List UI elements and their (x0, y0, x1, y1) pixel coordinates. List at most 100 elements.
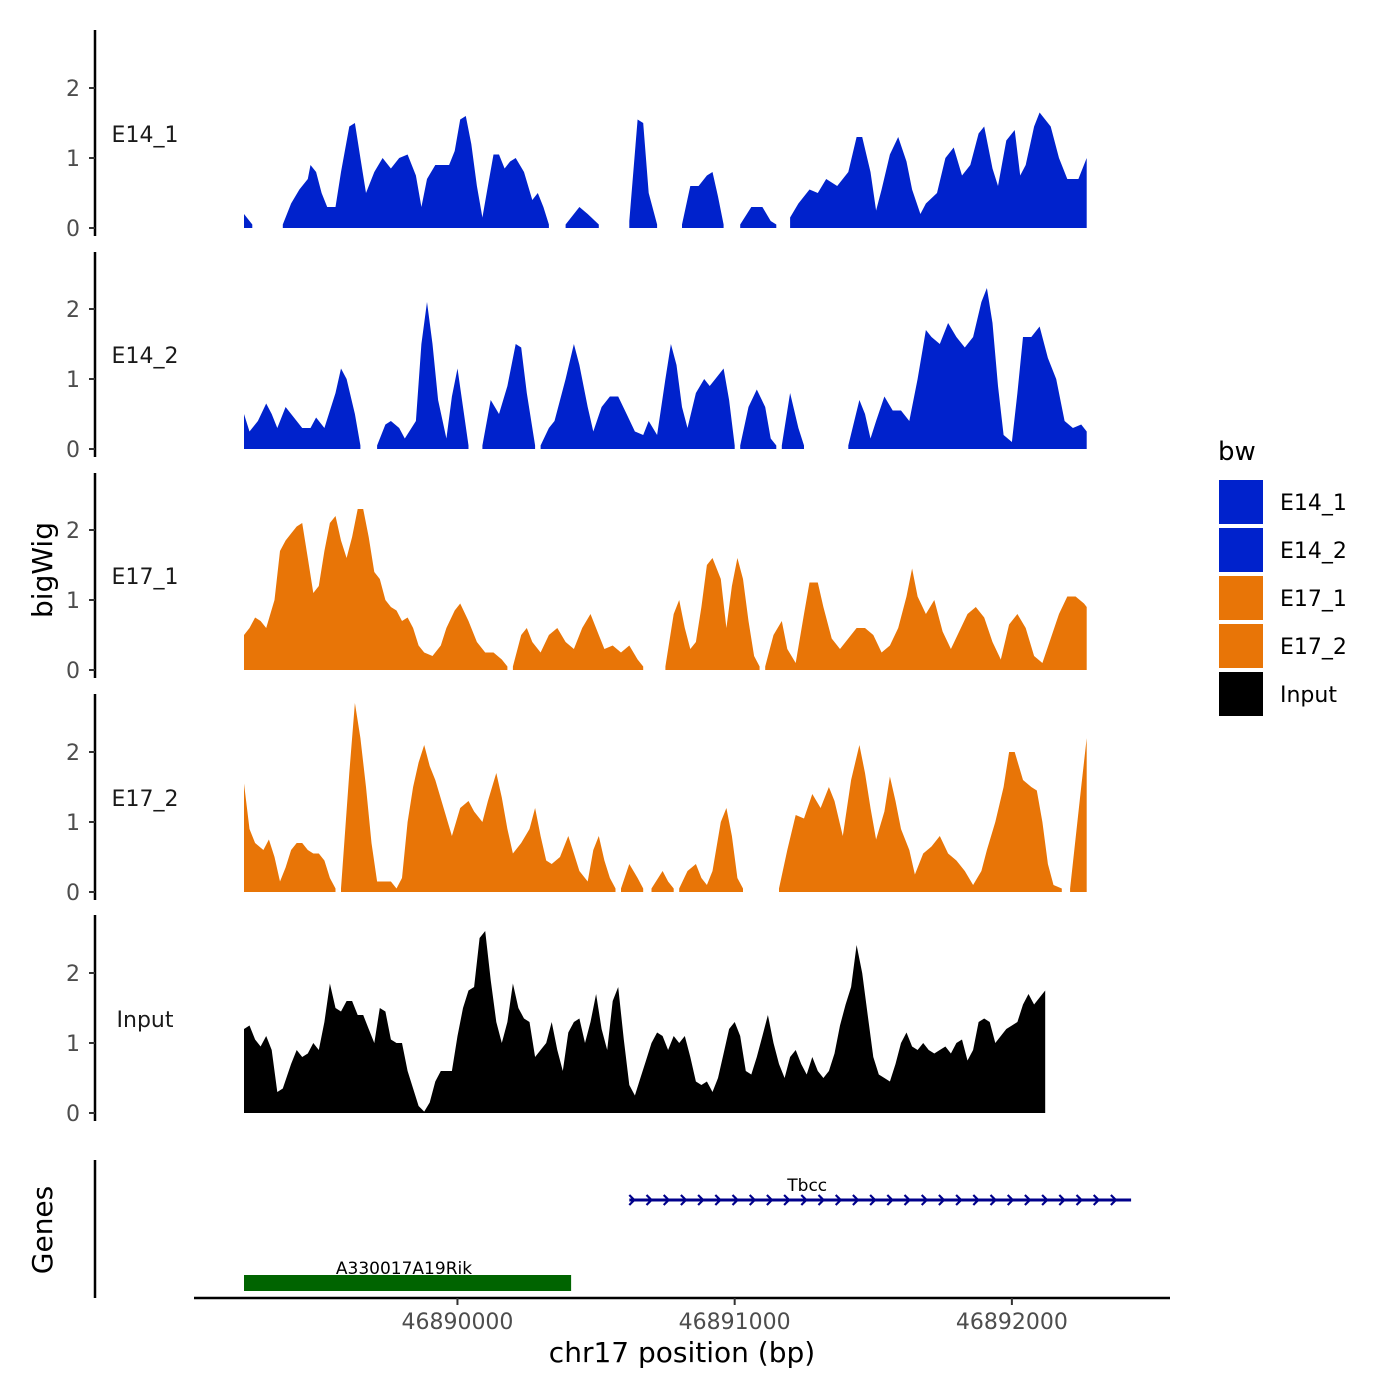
y-axis-title: bigWig (26, 522, 59, 618)
area-E14_2 (482, 344, 536, 449)
strand-arrow (1041, 1194, 1049, 1206)
legend-entry-E14_2: E14_2 (1219, 528, 1347, 572)
track-E14_1: 0 1 2 E14_1 (66, 30, 1087, 242)
track-label: Input (117, 1008, 174, 1033)
y-tick-label: 2 (66, 298, 80, 323)
strand-arrow (1058, 1194, 1066, 1206)
track-label: E14_1 (112, 123, 179, 148)
strand-arrow (920, 1194, 929, 1206)
strand-arrow (1092, 1194, 1101, 1206)
strand-arrow (972, 1194, 980, 1206)
area-E14_1 (565, 207, 599, 228)
strand-arrow (869, 1194, 877, 1206)
area-E14_1 (629, 119, 658, 228)
strand-arrow (817, 1194, 826, 1206)
y-tick-label: 1 (66, 147, 80, 172)
gene-label: A330017A19Rik (336, 1259, 472, 1279)
gene-Tbcc: Tbcc (628, 1176, 1132, 1206)
strand-arrow (938, 1194, 946, 1206)
area-E17_2 (341, 703, 616, 892)
y-tick-label: 2 (66, 519, 80, 544)
legend-swatch (1219, 576, 1263, 620)
x-axis-title: chr17 position (bp) (549, 1336, 815, 1369)
area-E17_2 (621, 864, 644, 892)
legend-swatch (1219, 624, 1263, 668)
tracks-layer: 0 1 2 E14_1 0 1 2 E14_2 0 1 2 E17_1 0 1 2 E17_2 0 1 2 Input (66, 30, 1087, 1127)
track-label: E17_2 (112, 787, 179, 812)
strand-arrow (645, 1194, 654, 1206)
y-tick-label: 2 (66, 77, 80, 102)
area-E14_2 (244, 368, 361, 449)
area-Input (244, 931, 1046, 1113)
strand-arrow (697, 1194, 705, 1206)
strand-arrow (1006, 1194, 1015, 1206)
track-E14_2: 0 1 2 E14_2 (66, 252, 1087, 463)
gene-label: Tbcc (786, 1176, 827, 1196)
area-E14_1 (282, 116, 549, 228)
y-tick-label: 1 (66, 368, 80, 393)
area-E14_2 (740, 389, 777, 449)
y-tick-label: 0 (66, 1102, 80, 1127)
legend-label: Input (1280, 683, 1337, 708)
y-tick-label: 0 (66, 659, 80, 684)
legend-title: bw (1218, 437, 1256, 467)
y-tick-label: 1 (66, 811, 80, 836)
y-tick-label: 0 (66, 881, 80, 906)
area-E14_1 (244, 214, 253, 228)
strand-arrow (766, 1194, 774, 1206)
area-E14_2 (781, 393, 804, 449)
strand-arrow (1024, 1194, 1032, 1206)
area-E17_1 (512, 614, 644, 670)
legend-entry-Input: Input (1219, 672, 1337, 716)
legend-label: E17_2 (1280, 635, 1347, 660)
area-E14_1 (682, 172, 724, 228)
area-E17_1 (665, 558, 760, 670)
legend-entry-E17_1: E17_1 (1219, 576, 1347, 620)
legend-entry-E14_1: E14_1 (1219, 480, 1347, 524)
strand-arrow (852, 1194, 860, 1206)
strand-arrow (731, 1194, 740, 1206)
strand-arrow (783, 1194, 791, 1206)
track-E17_2: 0 1 2 E17_2 (66, 694, 1087, 906)
strand-arrow (680, 1194, 688, 1206)
y-tick-label: 0 (66, 438, 80, 463)
area-E14_2 (848, 288, 1087, 449)
strand-arrow (1075, 1194, 1084, 1206)
gene-body (244, 1275, 572, 1291)
area-E17_1 (244, 509, 508, 670)
area-E17_1 (765, 568, 1087, 670)
strand-arrow (834, 1194, 843, 1206)
track-Input: 0 1 2 Input (66, 915, 1046, 1127)
track-label: E14_2 (112, 344, 179, 369)
genes-axis-title: Genes (26, 1186, 59, 1274)
area-E17_2 (651, 871, 674, 892)
genes-layer: Tbcc A330017A19Rik (93, 1160, 1132, 1298)
area-E17_2 (779, 745, 1062, 892)
legend-label: E17_1 (1280, 587, 1347, 612)
y-tick-label: 1 (66, 589, 80, 614)
area-E14_1 (790, 112, 1087, 228)
legend-swatch (1219, 480, 1263, 524)
strand-arrow (989, 1194, 998, 1206)
strand-arrow (886, 1194, 894, 1206)
area-E17_2 (1070, 738, 1087, 892)
area-E17_2 (244, 783, 336, 892)
strand-arrow (628, 1194, 636, 1206)
strand-arrow (1110, 1194, 1118, 1206)
legend-entry-E17_2: E17_2 (1219, 624, 1347, 668)
legend-entries: E14_1 E14_2 E17_1 E17_2 Input (1219, 480, 1347, 716)
strand-arrow (800, 1194, 808, 1206)
strand-arrow (903, 1194, 912, 1206)
track-E17_1: 0 1 2 E17_1 (66, 473, 1087, 684)
x-tick-label: 46891000 (679, 1310, 791, 1335)
y-tick-label: 2 (66, 962, 80, 987)
x-tick-label: 46892000 (956, 1310, 1068, 1335)
y-tick-label: 1 (66, 1032, 80, 1057)
legend: bw E14_1 E14_2 E17_1 E17_2 Input (1218, 437, 1347, 716)
track-label: E17_1 (112, 565, 179, 590)
area-E17_2 (679, 808, 743, 892)
strand-arrow (662, 1194, 671, 1206)
area-E14_2 (540, 344, 735, 449)
gene-A330017A19Rik: A330017A19Rik (244, 1259, 572, 1291)
